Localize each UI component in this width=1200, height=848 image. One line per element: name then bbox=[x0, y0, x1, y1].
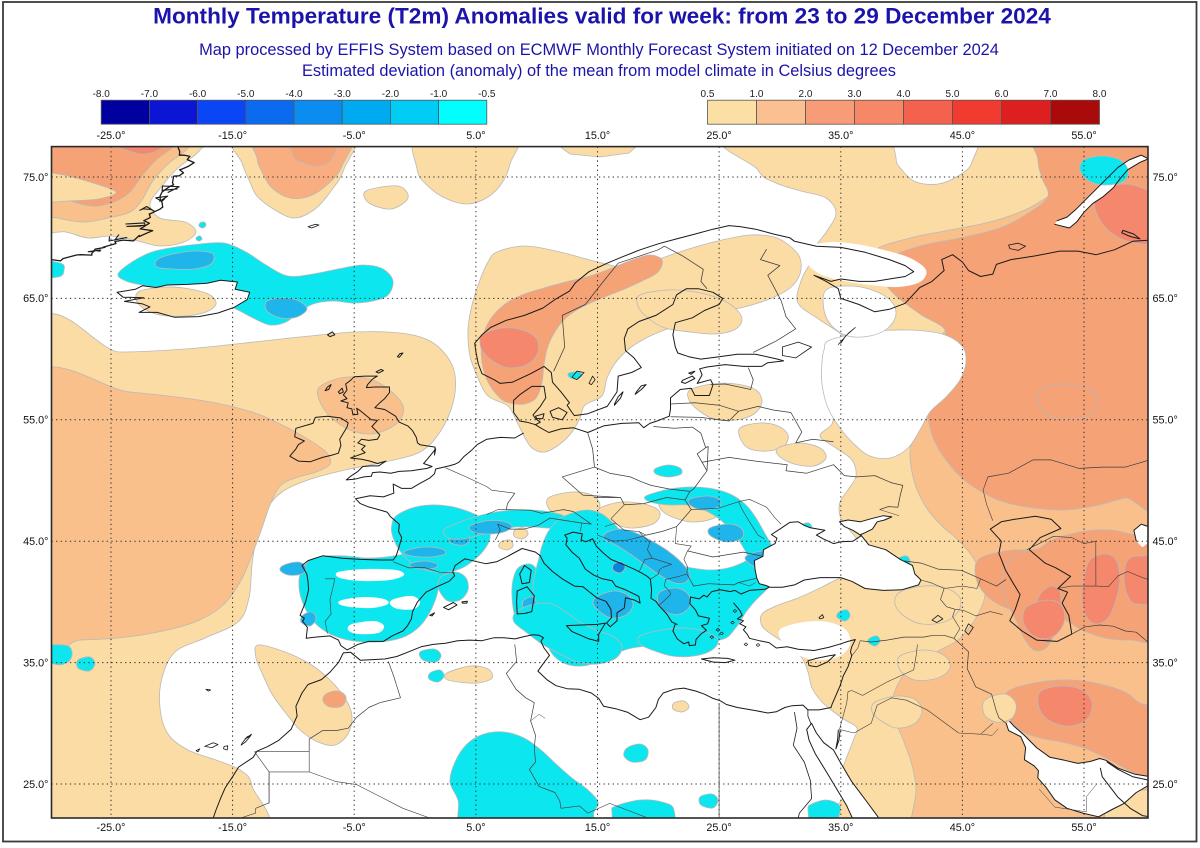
svg-text:25.0°: 25.0° bbox=[706, 822, 731, 834]
svg-text:3.0: 3.0 bbox=[848, 89, 862, 100]
svg-text:-0.5: -0.5 bbox=[478, 89, 496, 100]
svg-text:55.0°: 55.0° bbox=[1153, 415, 1178, 427]
svg-text:-5.0°: -5.0° bbox=[343, 130, 366, 142]
svg-text:6.0: 6.0 bbox=[995, 89, 1009, 100]
svg-text:15.0°: 15.0° bbox=[585, 130, 610, 142]
svg-text:-4.0: -4.0 bbox=[285, 89, 303, 100]
svg-text:-1.0: -1.0 bbox=[430, 89, 448, 100]
svg-text:25.0°: 25.0° bbox=[23, 779, 48, 791]
svg-text:8.0: 8.0 bbox=[1093, 89, 1107, 100]
svg-text:-5.0°: -5.0° bbox=[343, 822, 366, 834]
svg-text:-6.0: -6.0 bbox=[189, 89, 207, 100]
svg-text:7.0: 7.0 bbox=[1044, 89, 1058, 100]
svg-text:Monthly Temperature (T2m) Anom: Monthly Temperature (T2m) Anomalies vali… bbox=[153, 4, 1051, 29]
svg-text:35.0°: 35.0° bbox=[23, 657, 48, 669]
svg-text:Estimated deviation (anomaly): Estimated deviation (anomaly) of the mea… bbox=[302, 62, 896, 80]
svg-text:25.0°: 25.0° bbox=[706, 130, 731, 142]
svg-text:55.0°: 55.0° bbox=[1071, 822, 1096, 834]
svg-text:-7.0: -7.0 bbox=[141, 89, 159, 100]
svg-text:2.0: 2.0 bbox=[799, 89, 813, 100]
svg-text:-25.0°: -25.0° bbox=[97, 822, 126, 834]
svg-text:1.0: 1.0 bbox=[750, 89, 764, 100]
svg-text:-5.0: -5.0 bbox=[237, 89, 255, 100]
svg-text:15.0°: 15.0° bbox=[585, 822, 610, 834]
svg-text:4.0: 4.0 bbox=[897, 89, 911, 100]
svg-text:-2.0: -2.0 bbox=[382, 89, 400, 100]
svg-text:55.0°: 55.0° bbox=[23, 415, 48, 427]
svg-text:45.0°: 45.0° bbox=[950, 130, 975, 142]
svg-text:-15.0°: -15.0° bbox=[218, 822, 247, 834]
svg-text:45.0°: 45.0° bbox=[950, 822, 975, 834]
svg-text:65.0°: 65.0° bbox=[1153, 293, 1178, 305]
svg-text:45.0°: 45.0° bbox=[1153, 536, 1178, 548]
svg-text:55.0°: 55.0° bbox=[1071, 130, 1096, 142]
svg-text:-15.0°: -15.0° bbox=[218, 130, 247, 142]
svg-text:35.0°: 35.0° bbox=[828, 822, 853, 834]
svg-text:35.0°: 35.0° bbox=[828, 130, 853, 142]
svg-text:5.0: 5.0 bbox=[946, 89, 960, 100]
svg-text:5.0°: 5.0° bbox=[466, 822, 485, 834]
svg-text:75.0°: 75.0° bbox=[23, 172, 48, 184]
svg-text:75.0°: 75.0° bbox=[1153, 172, 1178, 184]
svg-text:-8.0: -8.0 bbox=[93, 89, 111, 100]
svg-text:-3.0: -3.0 bbox=[334, 89, 352, 100]
svg-text:5.0°: 5.0° bbox=[466, 130, 485, 142]
svg-text:65.0°: 65.0° bbox=[23, 293, 48, 305]
svg-text:45.0°: 45.0° bbox=[23, 536, 48, 548]
svg-text:-25.0°: -25.0° bbox=[97, 130, 126, 142]
svg-text:35.0°: 35.0° bbox=[1153, 657, 1178, 669]
svg-text:0.5: 0.5 bbox=[701, 89, 715, 100]
svg-text:Map processed by EFFIS System: Map processed by EFFIS System based on E… bbox=[199, 41, 999, 59]
svg-text:25.0°: 25.0° bbox=[1153, 779, 1178, 791]
